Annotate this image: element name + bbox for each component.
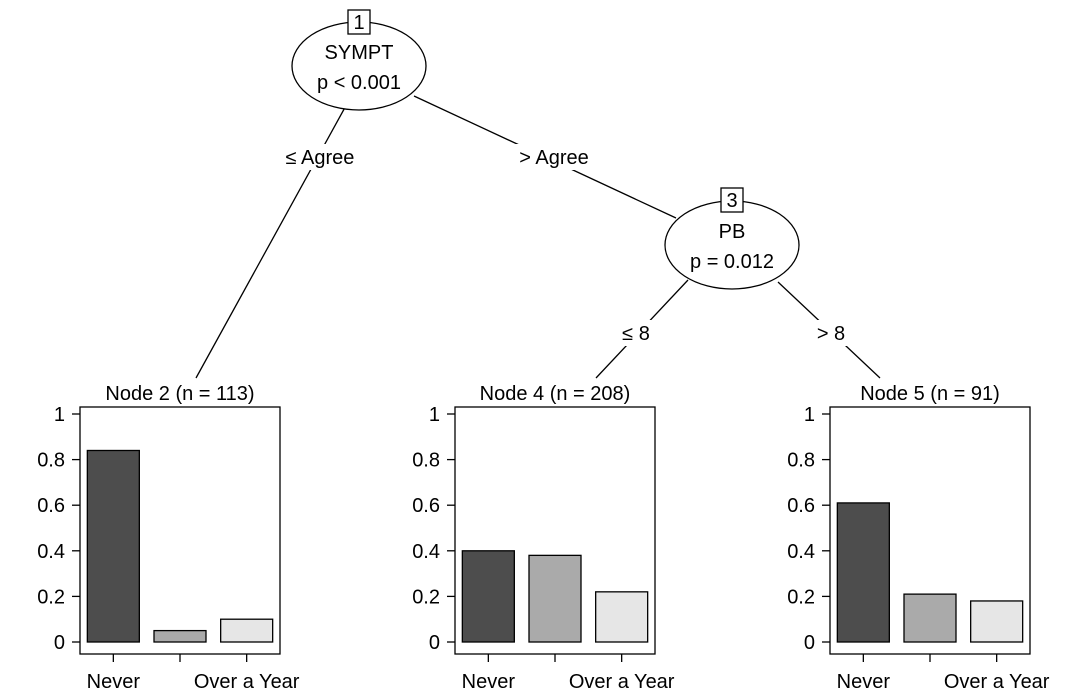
y-tick-label: 0 bbox=[54, 632, 65, 654]
node-id-box bbox=[720, 187, 744, 213]
y-tick-label: 0.4 bbox=[787, 541, 815, 563]
bar bbox=[903, 593, 957, 643]
y-tick-label: 1 bbox=[804, 404, 815, 426]
panel-title-bg bbox=[826, 380, 1034, 406]
bar bbox=[595, 591, 649, 643]
edge-label-le-agree: ≤ Agree bbox=[286, 147, 355, 169]
node-id-box bbox=[347, 9, 371, 35]
inner-node-1: 1 SYMPT p < 0.001 bbox=[291, 9, 427, 111]
y-tick-label: 0.2 bbox=[787, 586, 815, 608]
terminal-node-2-panel: Node 2 (n = 113) 0 0.2 0.4 0.6 0.8 1 Never Over … bbox=[37, 380, 300, 693]
p-value: p < 0.001 bbox=[317, 72, 401, 94]
y-tick-label: 0.4 bbox=[37, 541, 65, 563]
terminal-node-4-panel: Node 4 (n = 208) 0 0.2 0.4 0.6 0.8 1 Never Over … bbox=[412, 380, 675, 693]
panel-title: Node 5 (n = 91) bbox=[860, 383, 1000, 405]
y-tick-label: 0 bbox=[429, 632, 440, 654]
bar bbox=[528, 554, 582, 643]
x-tick-label: Never bbox=[837, 671, 891, 693]
bar bbox=[461, 550, 515, 643]
split-variable: SYMPT bbox=[325, 42, 394, 64]
edge-label-le-8: ≤ 8 bbox=[622, 323, 650, 345]
panel-title: Node 4 (n = 208) bbox=[480, 383, 631, 405]
inner-node-3: 3 PB p = 0.012 bbox=[664, 187, 800, 290]
y-tick-label: 0 bbox=[804, 632, 815, 654]
y-tick-label: 0.6 bbox=[787, 495, 815, 517]
x-tick-label: Over a Year bbox=[194, 671, 300, 693]
bar bbox=[220, 618, 274, 643]
x-tick-label: Over a Year bbox=[569, 671, 675, 693]
panel-title: Node 2 (n = 113) bbox=[105, 383, 254, 405]
y-tick-label: 0.6 bbox=[412, 495, 440, 517]
x-tick-label: Never bbox=[87, 671, 141, 693]
node-id: 3 bbox=[726, 190, 737, 212]
bar bbox=[153, 629, 207, 643]
y-tick-label: 0.2 bbox=[412, 586, 440, 608]
node-id: 1 bbox=[353, 12, 364, 34]
y-tick-label: 0.6 bbox=[37, 495, 65, 517]
y-tick-label: 0.4 bbox=[412, 541, 440, 563]
terminal-node-5-panel: Node 5 (n = 91) 0 0.2 0.4 0.6 0.8 1 Never Over a… bbox=[787, 380, 1050, 693]
y-tick-label: 0.8 bbox=[412, 450, 440, 472]
y-tick-label: 0.8 bbox=[37, 450, 65, 472]
y-tick-label: 1 bbox=[429, 404, 440, 426]
bar bbox=[836, 502, 890, 643]
bar bbox=[970, 600, 1024, 643]
y-tick-label: 0.2 bbox=[37, 586, 65, 608]
split-variable: PB bbox=[719, 221, 746, 243]
edge-1-to-2 bbox=[195, 101, 349, 379]
x-tick-label: Over a Year bbox=[944, 671, 1050, 693]
x-tick-label: Never bbox=[462, 671, 516, 693]
panel-title-bg bbox=[451, 380, 659, 406]
edge-label-gt-8: > 8 bbox=[817, 323, 845, 345]
bar bbox=[86, 449, 140, 643]
panel-title-bg bbox=[76, 380, 284, 406]
p-value: p = 0.012 bbox=[690, 251, 774, 273]
y-tick-label: 1 bbox=[54, 404, 65, 426]
edge-label-gt-agree: > Agree bbox=[519, 147, 589, 169]
y-tick-label: 0.8 bbox=[787, 450, 815, 472]
